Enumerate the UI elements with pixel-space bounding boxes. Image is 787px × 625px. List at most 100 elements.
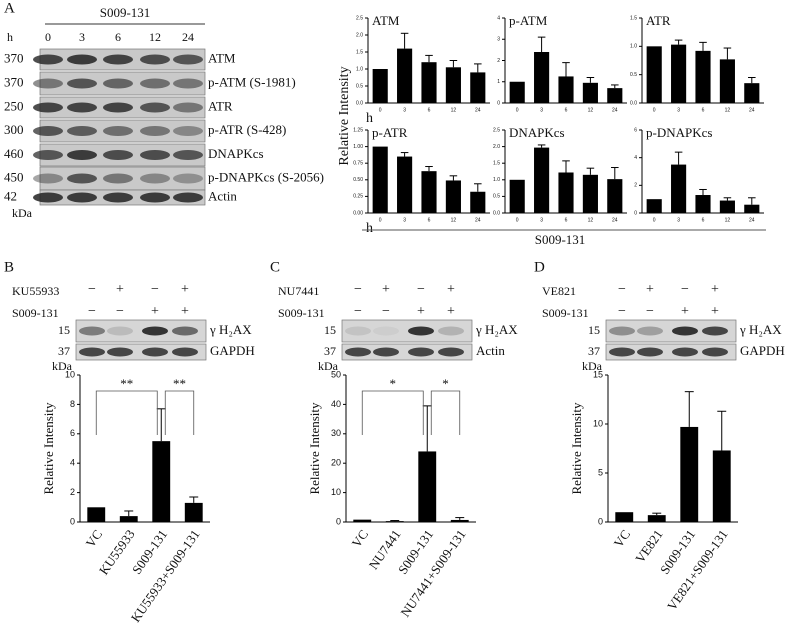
- bar: [445, 67, 461, 103]
- significance-label: *: [390, 376, 397, 391]
- marker-label: 15: [588, 323, 600, 337]
- protein-label: ATR: [208, 98, 233, 113]
- treatment-sign: −: [382, 304, 390, 319]
- blot-band: [140, 126, 170, 136]
- blot-band: [173, 78, 203, 89]
- chart-title: p-DNAPKcs: [646, 125, 712, 140]
- y-tick-label: 0: [336, 516, 341, 526]
- y-axis-label: Relative Intensity: [569, 402, 584, 495]
- protein-label: γ H₂AX: [209, 322, 252, 337]
- blot-band: [438, 326, 464, 336]
- blot-band: [140, 102, 170, 113]
- blot-band: [140, 150, 170, 160]
- treatment-sign: −: [354, 282, 362, 297]
- protein-label: p-DNAPKcs (S-2056): [208, 169, 324, 184]
- y-tick-label: 0: [634, 210, 637, 216]
- treatment-sign: +: [447, 282, 455, 297]
- y-axis-label: Relative Intensity: [337, 66, 352, 165]
- blot-band: [173, 173, 203, 184]
- chart-title: DNAPKcs: [509, 125, 565, 140]
- blot-band: [672, 326, 698, 336]
- blot-band: [33, 173, 63, 184]
- treatment-sign: −: [116, 304, 124, 319]
- blot-band: [107, 326, 133, 336]
- bar: [680, 426, 699, 522]
- blot-band: [67, 126, 97, 136]
- marker-label: 15: [324, 323, 336, 337]
- blot-band: [67, 173, 97, 184]
- y-tick-label: 0.5: [493, 194, 500, 200]
- blot-band: [140, 192, 170, 203]
- blot-band: [637, 326, 663, 336]
- chart-title: p-ATR: [372, 125, 408, 140]
- x-tick-label: 0: [653, 107, 656, 113]
- protein-label: Actin: [208, 188, 237, 203]
- y-tick-label: 0: [598, 516, 603, 526]
- y-tick-label: 30: [331, 428, 341, 438]
- blot-band: [33, 54, 63, 65]
- bar: [671, 164, 687, 213]
- y-tick-label: 1.00: [353, 144, 363, 150]
- protein-label: GAPDH: [740, 343, 785, 358]
- blot-band: [702, 326, 728, 336]
- treatment-sign: −: [88, 304, 96, 319]
- x-tick-label: VC: [83, 527, 106, 550]
- treatment-sign: +: [711, 282, 719, 297]
- y-tick-label: 2: [70, 487, 75, 497]
- y-tick-label: 10: [593, 418, 603, 428]
- x-tick-label: 12: [451, 107, 457, 113]
- x-tick-label: 3: [540, 217, 543, 223]
- treatment-sign: +: [447, 304, 455, 319]
- blot-band: [142, 347, 168, 357]
- x-tick-label: 6: [428, 107, 431, 113]
- time-unit: h: [7, 30, 13, 44]
- y-tick-label: 1.25: [353, 127, 363, 133]
- blot-band: [67, 54, 97, 65]
- x-axis-label: h: [366, 221, 373, 236]
- blot-strip: [75, 343, 207, 361]
- y-tick-label: 1.5: [630, 15, 637, 21]
- bar: [582, 174, 598, 213]
- y-tick-label: 0.75: [353, 161, 363, 167]
- bar: [509, 179, 525, 213]
- significance-label: **: [120, 376, 133, 391]
- x-tick-label: VC: [611, 527, 634, 550]
- x-tick-label: 12: [588, 217, 594, 223]
- blot-band: [107, 347, 133, 357]
- significance-bracket: [361, 390, 424, 435]
- y-tick-label: 40: [331, 399, 341, 409]
- y-tick-label: 0.0: [630, 100, 637, 106]
- x-tick-label: 3: [677, 217, 680, 223]
- y-tick-label: 50: [331, 369, 341, 379]
- blot-band: [140, 54, 170, 65]
- bar: [385, 521, 404, 522]
- significance-bracket: [95, 390, 158, 435]
- y-tick-label: 1: [497, 79, 500, 85]
- treatment-sign: −: [618, 304, 626, 319]
- y-tick-label: 0.5: [630, 72, 637, 78]
- treatment-sign: +: [711, 304, 719, 319]
- blot-band: [67, 192, 97, 203]
- timepoint: 24: [182, 30, 194, 44]
- bar: [470, 72, 486, 103]
- marker-label: 450: [4, 169, 24, 184]
- protein-label: p-ATR (S-428): [208, 122, 286, 137]
- y-tick-label: 0.50: [353, 177, 363, 183]
- bar: [397, 156, 413, 213]
- y-tick-label: 0.0: [356, 100, 363, 106]
- x-tick-label: 24: [612, 217, 618, 223]
- blot-band: [672, 347, 698, 357]
- marker-unit: kDa: [52, 359, 73, 373]
- y-tick-label: 1.0: [630, 44, 637, 50]
- blot-strip: [341, 319, 473, 343]
- protein-label: γ H₂AX: [739, 322, 782, 337]
- y-tick-label: 6: [634, 127, 637, 133]
- x-tick-label: 0: [653, 217, 656, 223]
- x-tick-label: 24: [749, 107, 755, 113]
- x-tick-label: 3: [403, 217, 406, 223]
- chart-caption: S009-131: [535, 232, 586, 247]
- bar: [582, 82, 598, 103]
- x-tick-label: VE821+S009-131: [664, 527, 731, 613]
- y-tick-label: 3: [497, 37, 500, 43]
- blot-band: [67, 150, 97, 160]
